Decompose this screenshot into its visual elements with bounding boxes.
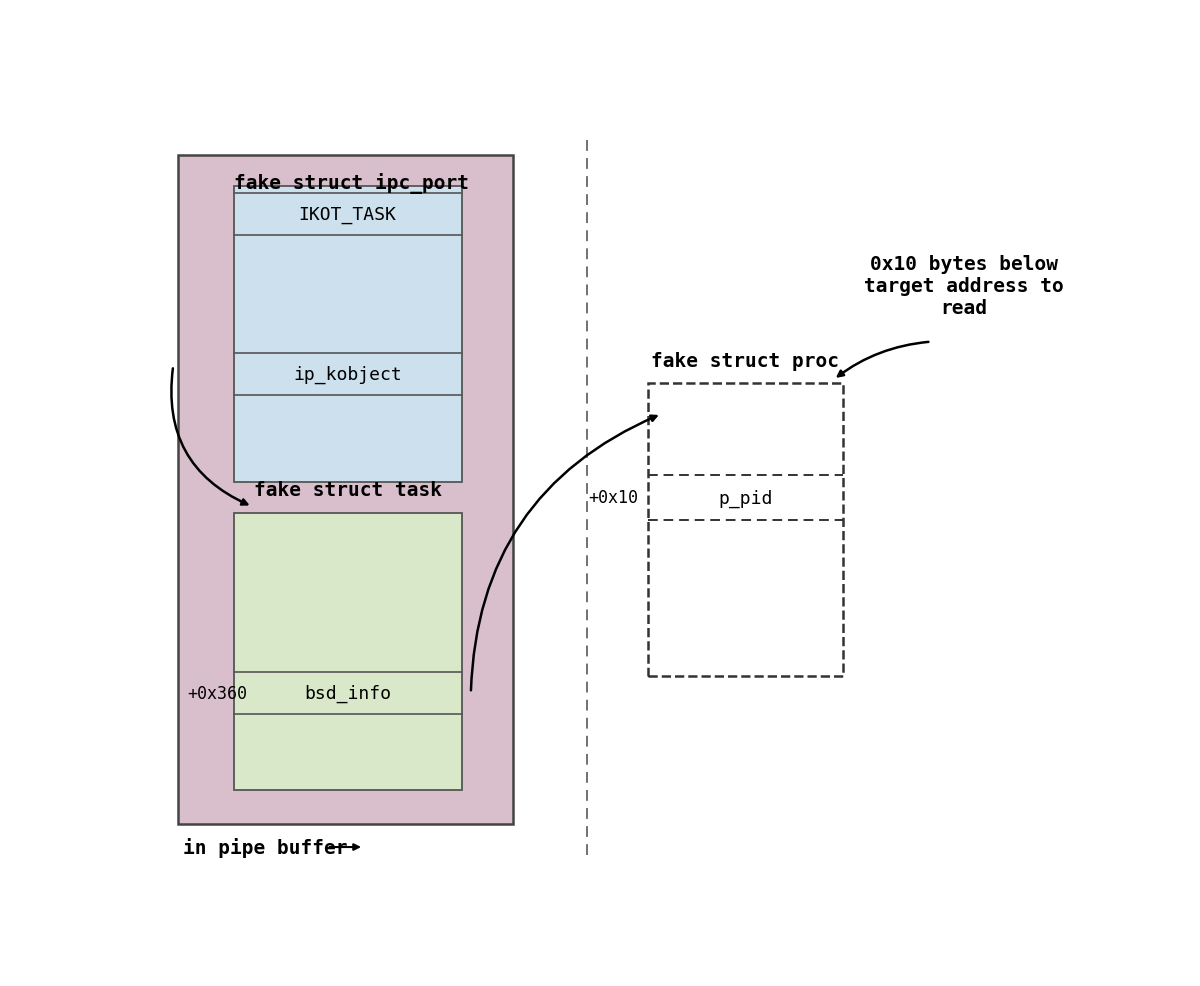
Text: in pipe buffer: in pipe buffer [182, 837, 347, 857]
Text: +0x360: +0x360 [187, 684, 247, 702]
Text: fake struct proc: fake struct proc [652, 351, 839, 371]
Text: p_pid: p_pid [718, 489, 773, 507]
Text: fake struct task: fake struct task [253, 480, 442, 500]
Text: 0x10 bytes below
target address to
read: 0x10 bytes below target address to read [864, 255, 1063, 317]
Bar [648, 384, 842, 676]
Bar [234, 186, 462, 483]
Text: bsd_info: bsd_info [304, 684, 391, 703]
Bar [234, 513, 462, 790]
Text: ip_kobject: ip_kobject [293, 366, 402, 384]
Bar [178, 157, 512, 824]
Text: +0x10: +0x10 [588, 489, 638, 507]
Text: IKOT_TASK: IKOT_TASK [299, 206, 396, 224]
Text: fake struct ipc_port: fake struct ipc_port [234, 173, 469, 194]
